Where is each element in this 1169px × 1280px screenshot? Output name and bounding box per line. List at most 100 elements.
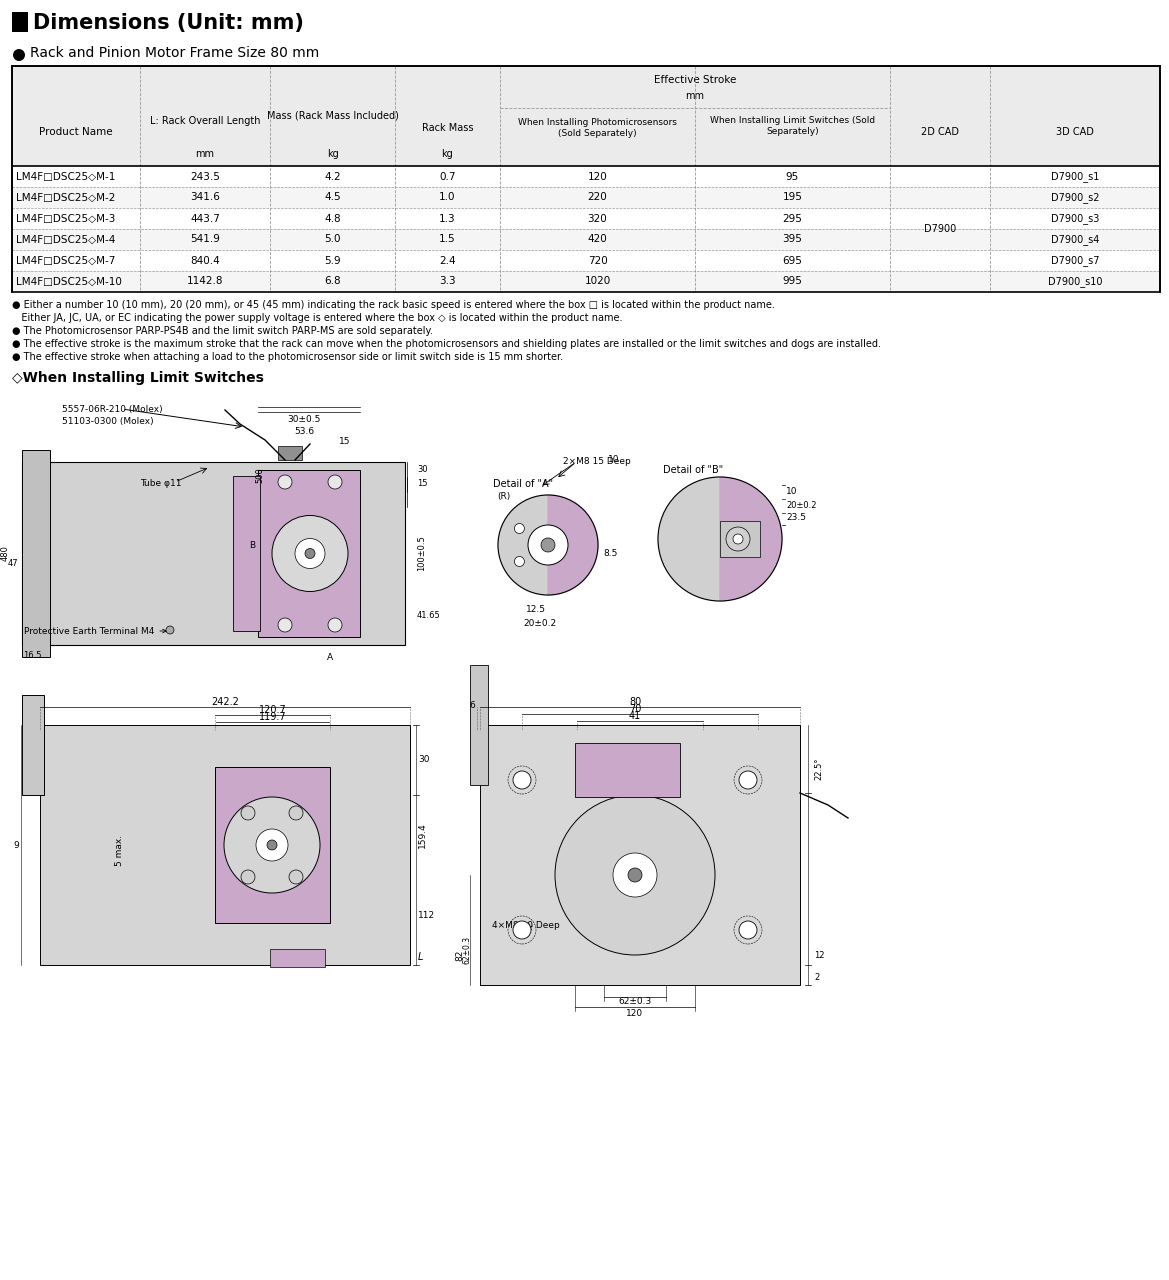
Circle shape (289, 870, 303, 884)
Circle shape (528, 525, 568, 564)
Text: 100±0.5: 100±0.5 (417, 535, 426, 571)
Text: When Installing Limit Switches (Sold
Separately): When Installing Limit Switches (Sold Sep… (710, 116, 876, 136)
Bar (22, 451, 50, 657)
Circle shape (514, 524, 525, 534)
Text: 20±0.2: 20±0.2 (524, 618, 556, 627)
Text: mm: mm (685, 91, 705, 101)
Text: 10: 10 (786, 488, 797, 497)
Text: 320: 320 (588, 214, 608, 224)
Text: 95: 95 (786, 172, 800, 182)
Text: LM4F□DSC25◇M-4: LM4F□DSC25◇M-4 (16, 234, 116, 244)
Text: Rack and Pinion Motor Frame Size 80 mm: Rack and Pinion Motor Frame Size 80 mm (30, 46, 319, 60)
Text: 80: 80 (629, 698, 641, 707)
Circle shape (278, 475, 292, 489)
Bar (233, 476, 260, 631)
Text: (R): (R) (497, 492, 510, 500)
Bar (470, 666, 487, 785)
Circle shape (328, 475, 343, 489)
Polygon shape (548, 495, 599, 595)
Circle shape (739, 771, 758, 788)
Text: 120: 120 (627, 1009, 644, 1018)
Text: 15: 15 (339, 438, 351, 447)
Polygon shape (720, 477, 782, 602)
Text: 220: 220 (588, 192, 608, 202)
Text: 2×M8 15 Deep: 2×M8 15 Deep (563, 457, 631, 466)
Text: 5 max.: 5 max. (116, 835, 125, 865)
Text: 1.3: 1.3 (440, 214, 456, 224)
Text: 4.5: 4.5 (324, 192, 341, 202)
Circle shape (166, 626, 174, 634)
Text: 12: 12 (814, 951, 824, 960)
Circle shape (628, 868, 642, 882)
Text: 995: 995 (782, 276, 802, 287)
Text: 4×M8 10 Deep: 4×M8 10 Deep (492, 920, 560, 929)
Circle shape (241, 870, 255, 884)
Text: Detail of "B": Detail of "B" (663, 465, 724, 475)
Text: D7900_s7: D7900_s7 (1051, 255, 1099, 266)
Text: 5.9: 5.9 (324, 256, 341, 265)
Text: 1.0: 1.0 (440, 192, 456, 202)
Bar (258, 470, 360, 637)
Circle shape (726, 527, 750, 550)
Circle shape (267, 840, 277, 850)
Text: 341.6: 341.6 (191, 192, 220, 202)
Text: Detail of "A": Detail of "A" (493, 479, 553, 489)
Text: LM4F□DSC25◇M-1: LM4F□DSC25◇M-1 (16, 172, 116, 182)
Bar (22, 462, 404, 645)
Bar (12, 67, 1160, 166)
Text: 195: 195 (782, 192, 802, 202)
Text: LM4F□DSC25◇M-2: LM4F□DSC25◇M-2 (16, 192, 116, 202)
Text: D7900_s10: D7900_s10 (1047, 276, 1102, 287)
Text: 242.2: 242.2 (212, 698, 238, 707)
Text: 3D CAD: 3D CAD (1056, 127, 1094, 137)
Circle shape (513, 771, 531, 788)
Text: 4.2: 4.2 (324, 172, 341, 182)
Text: 840.4: 840.4 (191, 256, 220, 265)
Text: 4.8: 4.8 (324, 214, 341, 224)
Bar (278, 445, 302, 460)
Text: ◇When Installing Limit Switches: ◇When Installing Limit Switches (12, 371, 264, 385)
Text: 120.7: 120.7 (258, 705, 286, 716)
Bar (12, 187, 1160, 207)
Text: 51103-0300 (Molex): 51103-0300 (Molex) (62, 417, 153, 426)
Text: 23.5: 23.5 (786, 512, 805, 521)
Text: 62±0.3: 62±0.3 (618, 997, 651, 1006)
Text: 47: 47 (7, 559, 18, 568)
Text: 720: 720 (588, 256, 608, 265)
Bar (720, 521, 760, 557)
Bar (575, 742, 680, 797)
Text: 443.7: 443.7 (191, 214, 220, 224)
Text: 1142.8: 1142.8 (187, 276, 223, 287)
Circle shape (328, 618, 343, 632)
Circle shape (514, 557, 525, 567)
Bar (270, 948, 325, 966)
Text: 2D CAD: 2D CAD (921, 127, 959, 137)
Circle shape (13, 49, 25, 61)
Text: Dimensions (Unit: mm): Dimensions (Unit: mm) (33, 13, 304, 33)
Bar (215, 767, 330, 923)
Text: A: A (327, 653, 333, 662)
Circle shape (256, 829, 288, 861)
Circle shape (289, 806, 303, 820)
Text: L: L (419, 952, 423, 963)
Text: 695: 695 (782, 256, 802, 265)
Text: LM4F□DSC25◇M-3: LM4F□DSC25◇M-3 (16, 214, 116, 224)
Bar (12, 67, 1160, 292)
Text: 500: 500 (256, 467, 264, 483)
Circle shape (305, 549, 314, 558)
Text: 30±0.5: 30±0.5 (288, 416, 320, 425)
Text: 12.5: 12.5 (526, 605, 546, 614)
Bar (12, 271, 1160, 292)
Circle shape (613, 852, 657, 897)
Text: 120: 120 (588, 172, 608, 182)
Text: D7900_s2: D7900_s2 (1051, 192, 1099, 204)
Text: 112: 112 (419, 910, 435, 919)
Text: 2: 2 (814, 973, 819, 982)
Polygon shape (498, 495, 548, 595)
Text: 41: 41 (629, 710, 641, 721)
Text: 8.5: 8.5 (603, 549, 617, 558)
Text: Mass (Rack Mass Included): Mass (Rack Mass Included) (267, 111, 399, 122)
Text: 2.4: 2.4 (440, 256, 456, 265)
Circle shape (224, 797, 320, 893)
Circle shape (739, 922, 758, 940)
